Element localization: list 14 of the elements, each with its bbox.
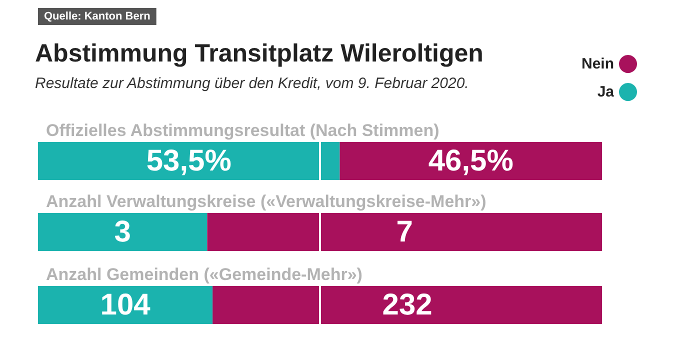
y-tick-label: Anzahl Verwaltungskreise («Verwaltungskreise-Mehr») xyxy=(46,192,486,211)
data-label: 53,5% xyxy=(146,144,232,178)
data-label: 3 xyxy=(114,216,131,248)
legend-label: Nein xyxy=(581,56,614,72)
data-label: 232 xyxy=(382,288,432,322)
data-label: 104 xyxy=(100,288,151,322)
y-tick-label: Offizielles Abstimmungsresultat (Nach Stimmen) xyxy=(46,121,440,140)
legend-label: Ja xyxy=(597,84,615,100)
source-note: Quelle: Kanton Bern xyxy=(44,10,151,22)
chart-subtitle: Resultate zur Abstimmung über den Kredit, vom 9. Februar 2020. xyxy=(35,75,469,92)
data-label: 46,5% xyxy=(428,144,514,178)
y-tick-label: Anzahl Gemeinden («Gemeinde-Mehr») xyxy=(46,265,362,284)
data-label: 7 xyxy=(396,216,413,248)
chart-title: Abstimmung Transitplatz Wileroltigen xyxy=(35,40,484,68)
